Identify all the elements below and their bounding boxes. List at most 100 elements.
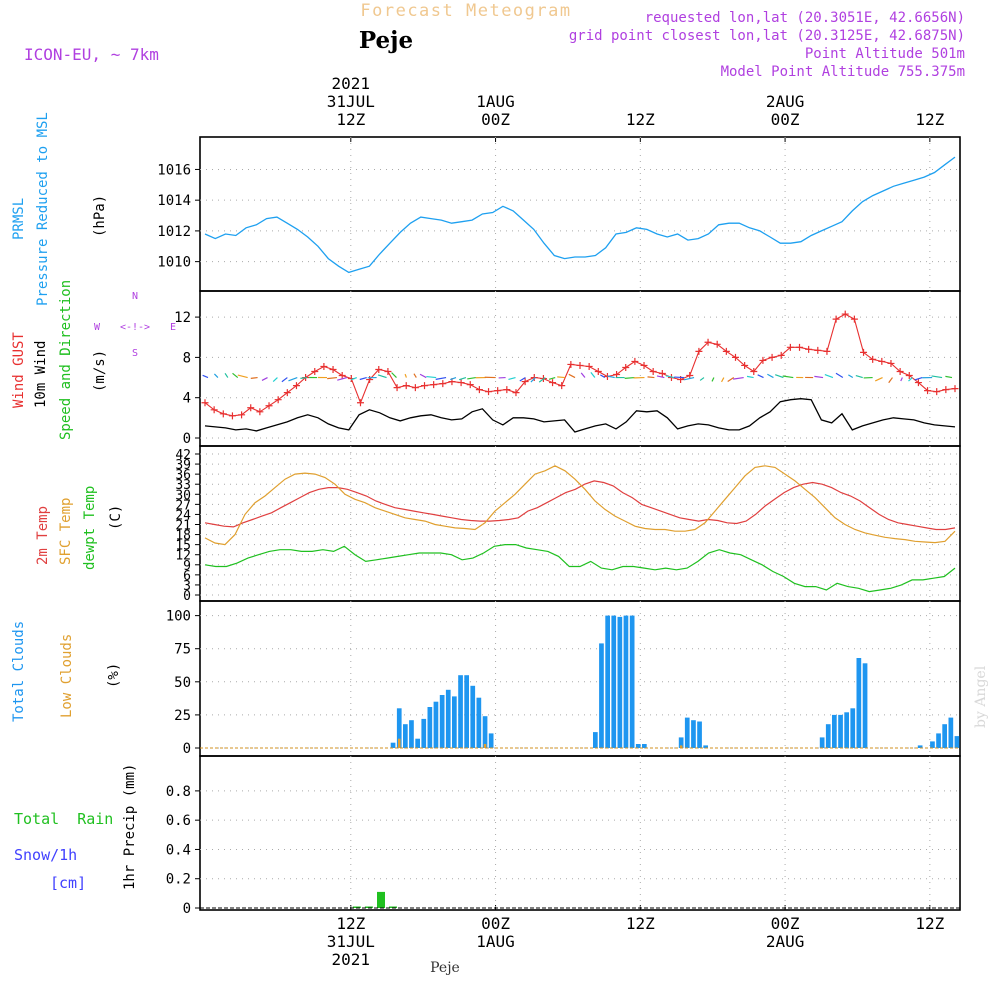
ytick-label: 100	[166, 609, 191, 625]
footer-location: Peje	[430, 960, 460, 976]
gust-marker	[631, 357, 639, 365]
wind-direction-arrow	[300, 376, 308, 379]
gust-marker	[905, 372, 913, 380]
top-tick-label: 12Z	[626, 110, 655, 129]
wind-direction-arrow	[391, 372, 397, 378]
wind-direction-arrow	[508, 376, 516, 380]
total-cloud-bar	[605, 615, 610, 748]
pressure-unit: (hPa)	[92, 195, 108, 237]
ytick-label: 24	[175, 508, 191, 523]
total-cloud-bar	[415, 738, 420, 748]
total-cloud-bar	[635, 744, 641, 748]
wind-direction-arrow	[727, 377, 735, 383]
ytick-label: 0.2	[166, 872, 191, 888]
bottom-tick-label: 12Z	[915, 914, 944, 933]
point-altitude: Point Altitude 501m	[805, 46, 965, 62]
total-cloud-bar	[445, 689, 451, 748]
gust-marker	[201, 399, 209, 407]
gust-marker	[896, 368, 904, 375]
total-cloud-bar	[917, 745, 923, 748]
pressure-label-2: Pressure Reduced to MSL	[35, 112, 51, 306]
gust-marker	[695, 347, 703, 355]
gust-marker	[411, 384, 419, 392]
ytick-label: 50	[174, 675, 191, 691]
gust-marker	[914, 379, 922, 387]
ytick-label: 1014	[157, 193, 191, 209]
total-cloud-bar	[403, 724, 408, 748]
total-cloud-bar	[433, 701, 439, 748]
total-cloud-bar	[439, 695, 445, 748]
bottom-tick-label: 31JUL	[327, 932, 375, 951]
gust-marker	[430, 381, 438, 389]
gust-marker	[274, 396, 282, 404]
gust-marker	[558, 382, 566, 390]
total-cloud-bar	[458, 675, 463, 748]
bottom-tick-label: 00Z	[481, 914, 510, 933]
ytick-label: 0.4	[166, 842, 191, 858]
wind-direction-arrow	[624, 376, 635, 379]
gust-marker	[466, 381, 474, 389]
ytick-label: 25	[174, 708, 191, 724]
ytick-label: 4	[183, 391, 191, 407]
precip-labels: Total Rain Snow/1h [cm] 1hr Precip (mm)	[14, 764, 138, 892]
total-cloud-bar	[617, 616, 623, 748]
gust-marker	[942, 386, 950, 394]
gust-marker	[475, 386, 483, 394]
total-cloud-bar	[396, 708, 402, 748]
chart-title: Forecast Meteogram	[360, 1, 571, 21]
ytick-label: 0	[183, 901, 191, 917]
wind-direction-arrow	[775, 374, 784, 379]
wind-direction-arrow	[888, 377, 893, 384]
wind-direction-arrow	[590, 372, 596, 378]
gust-marker	[805, 345, 813, 353]
wind-direction-arrow	[272, 377, 278, 382]
rain-bar	[377, 891, 385, 908]
location-title: Peje	[359, 27, 413, 54]
gust-marker	[265, 402, 273, 410]
wind-direction-arrow	[419, 373, 427, 379]
wind-direction-arrow	[848, 374, 854, 379]
top-tick-label: 2021	[332, 74, 371, 93]
gust-marker	[256, 408, 264, 416]
total-cloud-bar	[642, 744, 647, 748]
pressure-line	[204, 156, 956, 274]
wind-direction-arrow	[413, 373, 417, 378]
gust-marker	[850, 315, 858, 323]
wind-direction-arrow	[607, 375, 615, 379]
total-cloud-bar	[703, 745, 708, 748]
bottom-tick-label: 00Z	[771, 914, 800, 933]
total-cloud-bar	[844, 712, 849, 748]
gust-marker	[247, 404, 255, 412]
requested-coords: requested lon,lat (20.3051E, 42.6656N)	[645, 10, 965, 26]
gust-marker	[494, 387, 502, 395]
model-label: ICON-EU, ~ 7km	[24, 45, 159, 64]
gust-marker	[457, 379, 465, 387]
total-cloud-bar	[954, 736, 960, 748]
wind-dir-label: Speed and Direction	[58, 280, 74, 440]
wind-unit: (m/s)	[92, 350, 108, 392]
dewpt-line	[204, 543, 956, 593]
gust-marker	[878, 357, 886, 365]
total-cloud-bar	[482, 716, 488, 748]
wind-direction-arrow	[519, 377, 526, 382]
wind-direction-arrow	[377, 374, 387, 379]
wind-direction-arrow	[814, 375, 824, 379]
total-clouds-label: Total Clouds	[11, 621, 27, 722]
ytick-label: 8	[183, 350, 191, 366]
ytick-label: 18	[175, 529, 191, 544]
total-cloud-bar	[427, 707, 433, 748]
total-cloud-bar	[488, 733, 494, 748]
wind-direction-arrow	[435, 376, 447, 380]
ytick-label: 0	[183, 431, 191, 447]
gust-label: Wind GUST	[11, 332, 27, 408]
top-tick-label: 12Z	[336, 110, 365, 129]
wind-direction-arrow	[548, 376, 556, 380]
snow-unit-label: [cm]	[50, 874, 86, 892]
model-altitude: Model Point Altitude 755.375m	[721, 64, 965, 80]
dewpt-label: dewpt Temp	[82, 486, 98, 570]
gust-marker	[567, 360, 575, 368]
total-cloud-bar	[825, 724, 831, 748]
gust-marker	[786, 343, 794, 351]
wind-direction-arrow	[782, 375, 794, 379]
